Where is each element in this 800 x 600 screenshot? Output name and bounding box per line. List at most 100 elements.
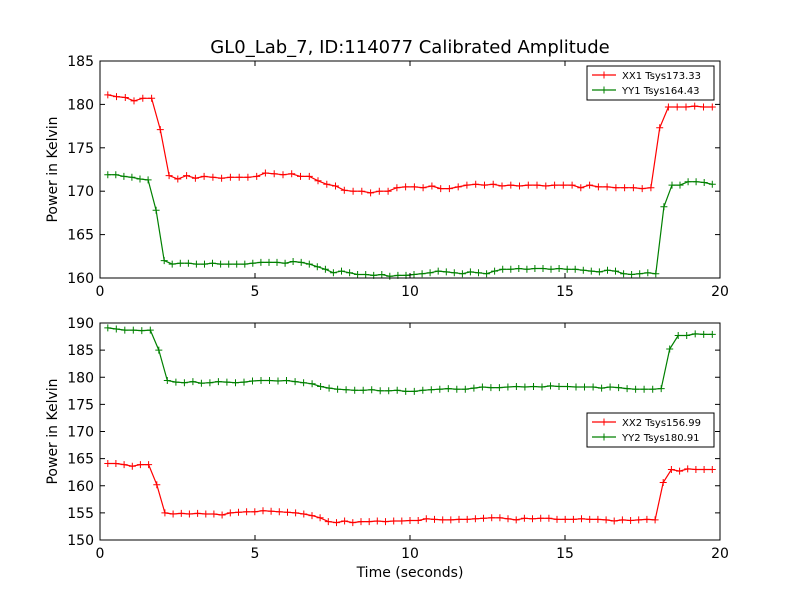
data-point-2-2-20 [274, 377, 282, 385]
data-point-1-1-8 [174, 175, 182, 183]
data-point-1-1-42 [472, 180, 480, 188]
y-tick-label: 165 [67, 452, 94, 468]
data-point-2-2-47 [504, 383, 512, 391]
legend-box [586, 65, 715, 101]
data-point-2-2-63 [640, 385, 648, 393]
top-chart-panel: 0 5 10 15 20 160 165 170 175 180 185 Power in Kelvi… [45, 54, 729, 300]
data-point-1-2-59 [579, 266, 587, 274]
data-point-2-1-56 [561, 515, 569, 523]
data-point-1-2-42 [442, 268, 450, 276]
data-point-2-2-24 [308, 380, 316, 388]
data-point-2-1-20 [267, 507, 275, 515]
data-point-1-2-68 [652, 270, 660, 278]
data-point-1-1-46 [507, 181, 515, 189]
data-point-1-1-14 [226, 173, 234, 181]
data-point-2-1-61 [602, 516, 610, 524]
data-point-2-1-47 [488, 514, 496, 522]
y-tick-label: 185 [67, 54, 94, 70]
data-point-2-2-3 [129, 326, 137, 334]
data-point-1-2-63 [612, 267, 619, 275]
data-point-1-2-8 [168, 260, 176, 268]
data-point-1-2-29 [338, 267, 345, 275]
data-point-1-2-25 [305, 260, 313, 268]
data-point-1-1-30 [367, 189, 375, 197]
data-point-2-2-71 [708, 330, 716, 338]
data-point-1-2-53 [531, 265, 539, 272]
data-point-1-2-12 [201, 260, 208, 268]
data-point-2-1-40 [431, 515, 438, 523]
legend-entry: XX2 Tsys156.99 [622, 418, 701, 429]
data-point-2-2-16 [240, 378, 248, 386]
data-point-1-2-11 [192, 260, 200, 268]
data-point-2-2-14 [223, 378, 231, 386]
y-tick-label: 185 [67, 343, 94, 359]
data-point-2-2-67 [674, 332, 682, 339]
data-point-1-2-47 [483, 270, 491, 278]
data-point-2-1-52 [529, 515, 536, 523]
data-point-2-2-11 [197, 379, 205, 387]
legend-entry: XX1 Tsys173.33 [622, 71, 701, 82]
data-point-2-2-69 [691, 330, 699, 338]
data-point-2-2-42 [461, 385, 469, 393]
legend-box [586, 412, 715, 448]
series-line-2-2 [107, 327, 713, 392]
data-point-2-2-7 [163, 377, 171, 384]
data-point-1-1-31 [375, 187, 383, 195]
series-line-1-1 [107, 94, 713, 194]
y-tick-label: 160 [67, 271, 94, 287]
data-point-2-2-40 [444, 385, 452, 393]
data-point-1-1-44 [489, 180, 497, 188]
legend-marker [600, 418, 608, 426]
data-point-2-1-55 [553, 515, 561, 523]
data-point-1-2-45 [466, 268, 474, 276]
data-point-1-2-32 [362, 271, 370, 278]
x-tick-label: 0 [96, 284, 105, 300]
data-point-2-2-13 [214, 378, 222, 386]
data-point-1-1-53 [568, 181, 576, 189]
data-point-1-2-51 [515, 265, 523, 272]
data-point-2-2-66 [666, 345, 674, 353]
data-point-1-1-22 [297, 172, 304, 180]
data-point-1-2-38 [410, 271, 418, 278]
data-point-2-1-39 [422, 515, 430, 523]
data-point-1-2-15 [225, 260, 233, 268]
data-point-1-1-45 [498, 182, 506, 190]
data-point-2-2-38 [427, 386, 435, 394]
data-point-2-1-30 [349, 519, 357, 527]
y-tick-label: 175 [67, 141, 94, 157]
x-tick-label: 15 [556, 546, 574, 562]
data-point-2-1-15 [226, 509, 234, 517]
data-point-2-1-10 [185, 510, 193, 518]
data-point-1-2-4 [136, 175, 144, 183]
data-point-1-1-2 [121, 94, 129, 101]
data-point-2-2-57 [589, 383, 597, 391]
data-point-1-2-61 [595, 268, 603, 276]
data-point-1-2-41 [434, 267, 442, 275]
legend-marker [600, 86, 608, 94]
data-point-2-1-3 [128, 462, 136, 470]
y-tick-label: 175 [67, 397, 94, 413]
data-point-1-2-18 [249, 259, 257, 267]
data-point-1-2-39 [418, 270, 426, 278]
data-point-1-2-9 [176, 259, 184, 267]
data-point-1-1-48 [524, 181, 532, 189]
data-point-1-2-52 [523, 265, 531, 273]
data-point-1-2-10 [184, 259, 192, 267]
data-point-1-2-72 [684, 178, 692, 186]
data-point-2-2-54 [564, 383, 571, 390]
data-point-2-1-62 [610, 517, 618, 525]
y-tick-label: 180 [67, 370, 94, 386]
data-point-1-1-4 [139, 94, 147, 102]
data-point-2-1-7 [161, 509, 169, 517]
data-point-2-2-12 [206, 379, 214, 387]
data-point-1-1-57 [603, 183, 611, 191]
data-point-1-2-60 [587, 267, 595, 275]
data-point-1-1-34 [402, 183, 410, 191]
data-point-2-2-30 [359, 386, 367, 394]
data-point-2-2-35 [402, 387, 410, 395]
data-point-2-2-23 [300, 379, 308, 387]
data-point-1-2-13 [209, 259, 216, 267]
data-point-1-1-41 [463, 181, 471, 189]
legend-entry: YY1 Tsys164.43 [621, 86, 700, 97]
data-point-1-1-3 [130, 97, 138, 105]
